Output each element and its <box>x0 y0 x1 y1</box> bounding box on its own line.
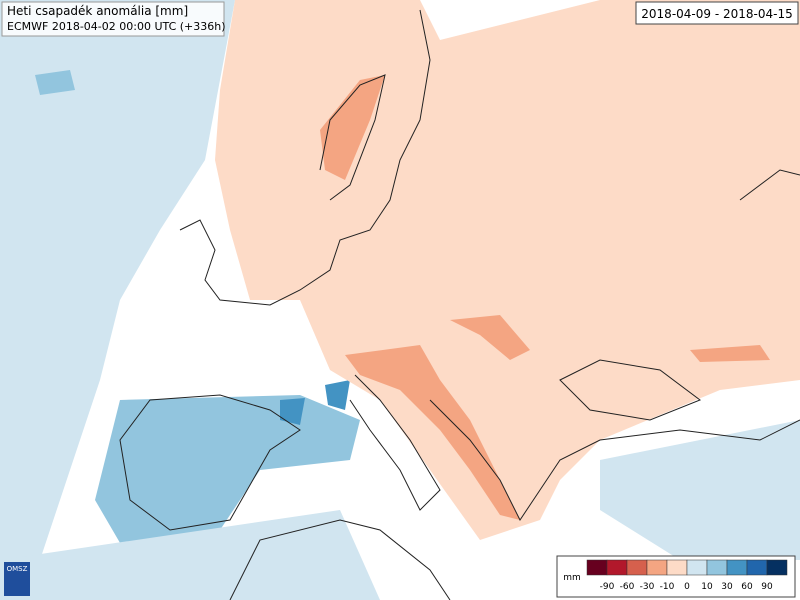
legend-tick-label: 30 <box>721 582 733 592</box>
legend-tick-label: -60 <box>620 582 635 592</box>
legend-swatch <box>726 559 748 576</box>
east-med-wet <box>600 420 800 560</box>
logo-text: OMSZ <box>7 565 28 573</box>
date-range: 2018-04-09 - 2018-04-15 <box>641 7 792 21</box>
coastline <box>119 394 301 531</box>
logo <box>4 562 30 596</box>
date-box <box>635 1 799 25</box>
legend-unit: mm <box>563 573 581 583</box>
subtitle: ECMWF 2018-04-02 00:00 UTC (+336h) <box>7 20 226 33</box>
atlantic-wet <box>0 0 235 600</box>
legend-tick-label: -30 <box>640 582 655 592</box>
wet-spot <box>325 380 350 410</box>
legend-tick-label: -10 <box>660 582 675 592</box>
title-box: Heti csapadék anomália [mm] ECMWF 2018-0… <box>1 1 226 37</box>
coastline <box>739 169 800 201</box>
legend-swatch <box>646 559 668 576</box>
legend: mm -90 -60 -30 -10 0 10 30 60 90 <box>556 555 796 598</box>
dry-spot <box>690 345 770 362</box>
coastline <box>429 399 800 521</box>
wet-spot <box>280 398 305 425</box>
legend-swatch <box>706 559 728 576</box>
legend-tick-label: 90 <box>761 582 773 592</box>
africa-wet <box>0 510 380 600</box>
coastline <box>349 374 441 511</box>
black-sea-coast <box>559 359 702 421</box>
legend-swatch <box>586 559 608 576</box>
legend-swatch <box>626 559 648 576</box>
legend-swatch <box>766 559 788 576</box>
legend-tick-label: 0 <box>684 582 690 592</box>
wet-spot <box>35 70 75 95</box>
legend-swatch <box>666 559 688 576</box>
coastlines <box>119 9 800 600</box>
dry-spot <box>345 345 520 520</box>
dry-spot <box>320 75 385 180</box>
legend-swatch <box>746 559 768 576</box>
coastline <box>179 9 431 306</box>
legend-swatch <box>686 559 708 576</box>
legend-tick-label: 10 <box>701 582 713 592</box>
iberia-wet <box>95 395 360 560</box>
legend-tick-label: 60 <box>741 582 753 592</box>
dry-spot <box>450 315 530 360</box>
coastline <box>229 519 451 600</box>
legend-swatch <box>606 559 628 576</box>
coastline <box>319 74 386 201</box>
title-background <box>1 1 225 37</box>
legend-tick-label: -90 <box>600 582 615 592</box>
title: Heti csapadék anomália [mm] <box>7 4 188 18</box>
